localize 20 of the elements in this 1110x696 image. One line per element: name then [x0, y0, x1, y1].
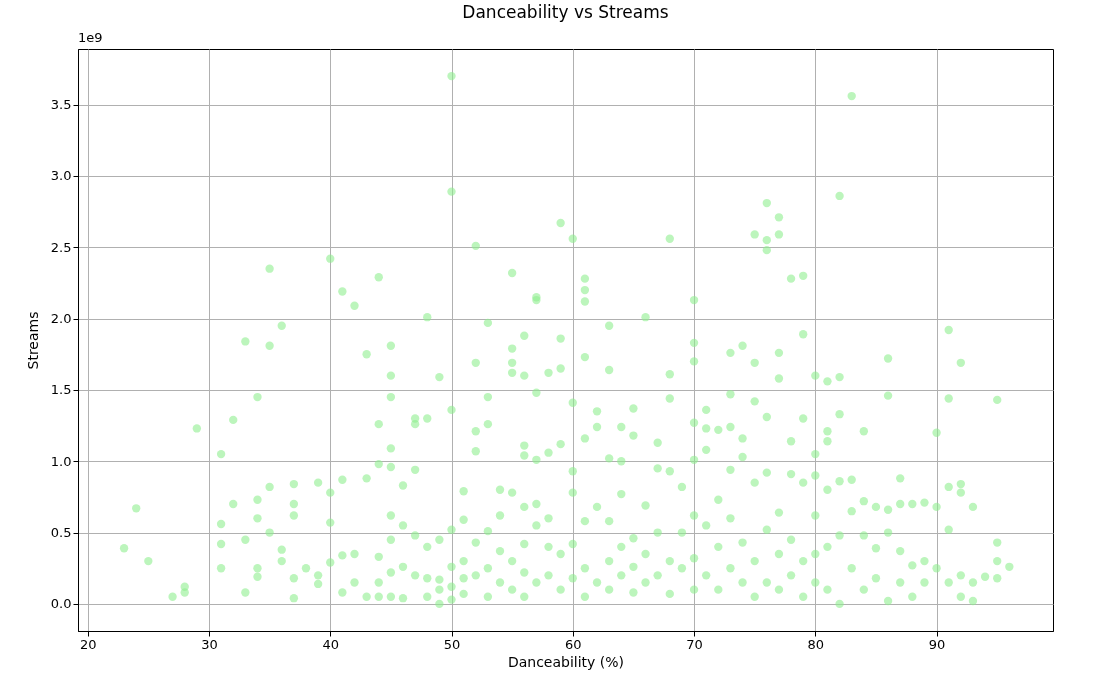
x-tick-label: 70: [686, 636, 703, 652]
x-tick-label: 30: [201, 636, 218, 652]
chart-title: Danceability vs Streams: [462, 2, 669, 22]
text: 1e9: [78, 30, 103, 45]
y-tick-label: 2.5: [50, 239, 72, 255]
x-tick-label: 90: [928, 636, 946, 652]
y-tick-label: 0.0: [50, 596, 72, 612]
y-tick-label: 3.0: [50, 168, 72, 184]
y-tick-label: 2.0: [50, 311, 72, 327]
x-tick-label: 40: [322, 636, 340, 652]
y-tick-label: 1.5: [50, 382, 72, 398]
y-axis-title: Streams: [24, 311, 41, 370]
x-tick-label: 60: [565, 636, 582, 652]
x-tick-label: 50: [443, 636, 461, 652]
y-tick-label: 1.0: [50, 453, 72, 469]
y-tick-label: 3.5: [50, 97, 72, 113]
x-tick-label: 20: [79, 636, 97, 652]
x-tick-label: 80: [807, 636, 825, 652]
y-tick-label: 0.5: [50, 525, 72, 541]
x-axis-title: Danceability (%): [507, 653, 625, 670]
